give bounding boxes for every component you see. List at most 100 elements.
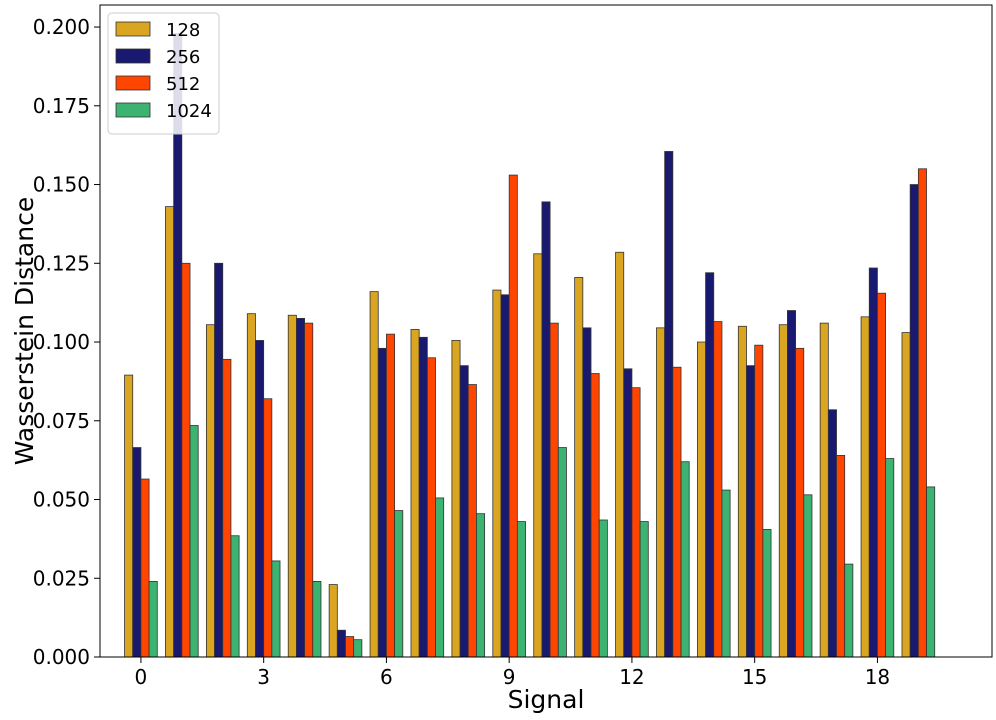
y-tick-label: 0.175 [33,94,90,118]
bar-256-signal-14 [705,272,715,658]
bar-128-signal-4 [287,314,297,658]
legend-label-128: 128 [166,20,200,41]
bar-1024-signal-15 [762,529,772,658]
bar-256-signal-13 [664,151,674,658]
bar-1024-signal-12 [639,521,649,658]
x-tick-label: 15 [742,665,767,689]
bar-128-signal-11 [574,277,584,658]
bar-512-signal-6 [386,333,396,658]
bar-128-signal-12 [615,251,625,658]
bar-128-signal-19 [901,332,911,658]
y-tick-label: 0.075 [33,409,90,433]
bar-512-signal-1 [181,262,191,658]
y-axis-label: Wasserstein Distance [10,197,39,465]
bar-128-signal-14 [696,341,706,658]
bar-128-signal-6 [369,291,379,658]
bar-1024-signal-18 [885,458,895,658]
y-tick-label: 0.150 [33,173,90,197]
bar-1024-signal-10 [557,447,567,658]
bar-128-signal-16 [778,324,788,658]
y-tick-label: 0.100 [33,330,90,354]
bar-512-signal-10 [549,322,559,658]
legend-swatch-256 [115,48,151,64]
bar-128-signal-18 [860,316,870,658]
plot-frame [99,4,993,658]
bar-1024-signal-13 [680,461,690,658]
bar-512-signal-14 [713,321,723,658]
bar-256-signal-11 [582,327,592,658]
bar-1024-signal-4 [312,581,322,658]
bar-512-signal-15 [754,344,764,658]
bar-512-signal-17 [836,455,846,658]
bar-1024-signal-7 [435,497,445,658]
y-tick-label: 0.050 [33,488,90,512]
legend-label-256: 256 [166,47,200,68]
bar-512-signal-4 [304,322,314,658]
bar-128-signal-9 [492,289,502,658]
y-tick-label: 0.200 [33,15,90,39]
x-tick-label: 12 [619,665,644,689]
bar-256-signal-5 [336,629,346,658]
bar-256-signal-10 [541,201,551,658]
bar-128-signal-15 [737,325,747,658]
bar-512-signal-2 [222,358,232,658]
bar-1024-signal-9 [516,521,526,658]
legend-swatch-128 [115,21,151,37]
y-tick-label: 0.025 [33,566,90,590]
bar-256-signal-19 [909,184,919,658]
bar-256-signal-8 [459,365,469,658]
y-tick-label: 0.000 [33,645,90,669]
bar-1024-signal-19 [926,486,936,658]
bar-128-signal-10 [533,253,543,658]
bar-1024-signal-0 [148,581,158,658]
bar-128-signal-13 [656,327,666,658]
bar-1024-signal-8 [476,513,486,658]
legend-label-512: 512 [166,74,200,95]
bar-1024-signal-6 [394,510,404,658]
bar-256-signal-4 [296,318,305,658]
bar-512-signal-8 [467,384,477,658]
bar-256-signal-12 [623,368,633,658]
x-tick-label: 3 [257,665,270,689]
x-tick-label: 18 [865,665,890,689]
bar-256-signal-6 [377,347,387,658]
x-tick-label: 9 [503,665,516,689]
bar-512-signal-5 [345,636,355,658]
bar-256-signal-0 [132,447,142,658]
bar-1024-signal-11 [598,519,608,658]
bar-512-signal-13 [672,366,682,658]
bar-512-signal-7 [426,357,436,658]
bar-1024-signal-5 [353,639,363,658]
bar-512-signal-12 [631,387,641,658]
bar-512-signal-0 [140,478,150,658]
legend: 128 256 512 1024 [107,12,220,135]
bars-layer [124,32,936,658]
bar-128-signal-1 [165,206,175,658]
bar-256-signal-7 [418,336,428,658]
bar-256-signal-15 [746,365,756,658]
bar-128-signal-3 [246,313,256,658]
legend-swatch-1024 [115,102,151,118]
bar-512-signal-18 [877,292,887,658]
bar-128-signal-7 [410,329,420,658]
bar-1024-signal-3 [271,560,281,658]
bar-512-signal-11 [590,373,600,658]
bar-1024-signal-17 [844,563,854,658]
bar-1024-signal-1 [189,425,199,658]
bar-512-signal-3 [263,398,273,658]
bar-128-signal-0 [124,374,134,658]
bar-256-signal-16 [787,310,796,658]
x-tick-label: 0 [135,665,148,689]
bar-512-signal-19 [917,168,927,658]
y-axis: 0.000 0.025 0.050 0.075 0.100 0.125 0.150 0.175… [33,15,100,669]
bar-1024-signal-14 [721,489,731,658]
legend-swatch-512 [115,75,151,91]
x-axis: 0 3 6 9 12 15 18 [135,657,890,689]
x-tick-label: 6 [380,665,393,689]
bar-128-signal-2 [205,324,215,658]
y-tick-label: 0.125 [33,251,90,275]
legend-label-1024: 1024 [166,101,212,122]
bar-512-signal-9 [508,174,518,658]
bar-256-signal-17 [827,409,837,658]
